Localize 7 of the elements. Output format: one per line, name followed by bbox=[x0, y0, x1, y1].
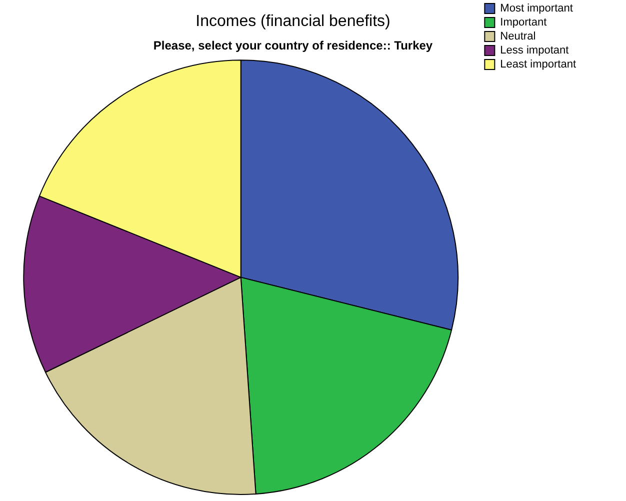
legend-label: Most important bbox=[500, 2, 573, 15]
legend-label: Neutral bbox=[500, 30, 536, 43]
legend-label: Less impotant bbox=[500, 44, 569, 57]
text: Incomes (financial benefits) bbox=[196, 13, 390, 30]
legend-label: Important bbox=[500, 16, 547, 29]
text: Please, select your country of residence:: Turkey bbox=[153, 38, 433, 53]
legend-label: Least important bbox=[500, 58, 576, 71]
